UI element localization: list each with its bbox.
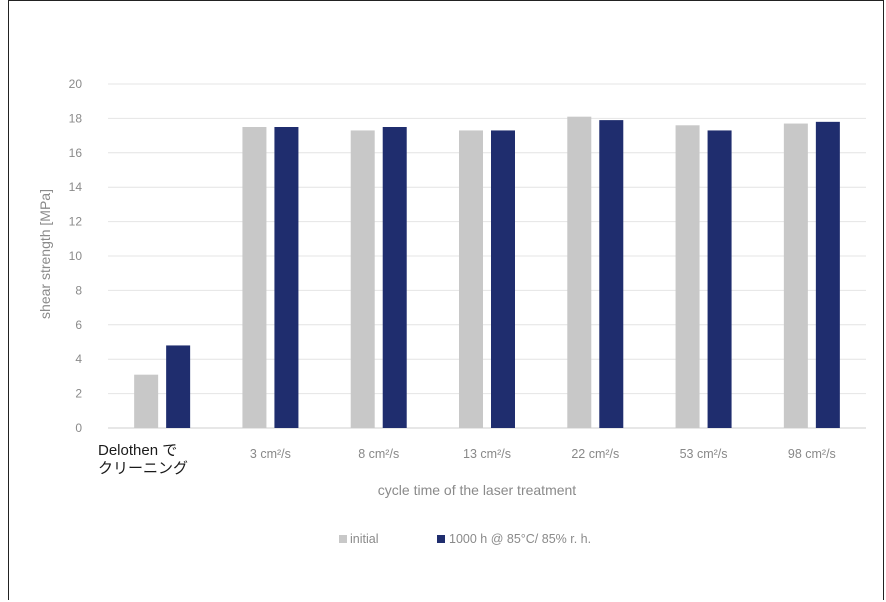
y-tick-label: 10: [69, 249, 83, 263]
y-tick-label: 12: [69, 215, 83, 229]
bar-1000h: [491, 130, 515, 428]
y-tick-label: 4: [75, 352, 82, 366]
y-tick-label: 0: [75, 421, 82, 435]
bar-initial: [242, 127, 267, 428]
x-tick-label: 3 cm²/s: [250, 447, 291, 461]
bar-initial: [567, 116, 592, 429]
legend-label-initial: initial: [350, 532, 379, 546]
y-axis-title: shear strength [MPa]: [37, 189, 53, 319]
bar-initial: [134, 374, 159, 428]
y-tick-label: 20: [69, 77, 83, 91]
x-tick-label: 53 cm²/s: [680, 447, 728, 461]
x-tick-label: Delothen でクリーニング: [98, 442, 188, 477]
chart-frame: [8, 0, 884, 600]
x-axis-title: cycle time of the laser treatment: [378, 482, 577, 498]
y-tick-label: 18: [69, 111, 83, 125]
legend-swatch-initial: [339, 535, 347, 543]
bars: [134, 116, 840, 429]
bar-initial: [783, 123, 808, 428]
bar-1000h: [382, 127, 407, 428]
y-tick-label: 14: [69, 180, 83, 194]
y-tick-label: 6: [75, 318, 82, 332]
y-tick-label: 8: [75, 283, 82, 297]
legend: initial 1000 h @ 85°C/ 85% r. h.: [339, 532, 591, 546]
gridlines: [108, 83, 866, 429]
bar-1000h: [707, 130, 732, 428]
x-tick-labels: Delothen でクリーニング 3 cm²/s 8 cm²/s 13 cm²/s 22…: [98, 442, 836, 477]
y-tick-label: 2: [75, 387, 82, 401]
y-tick-labels: 0 2 4 6 8 10 12 14 16 18 20: [69, 77, 83, 435]
bar-initial: [350, 130, 375, 428]
x-tick-label: 22 cm²/s: [571, 447, 619, 461]
legend-swatch-1000h: [437, 535, 445, 543]
bar-initial: [459, 130, 483, 428]
bar-initial: [675, 125, 700, 428]
x-tick-label: 13 cm²/s: [463, 447, 511, 461]
bar-1000h: [166, 345, 191, 428]
bar-1000h: [599, 120, 624, 429]
bar-1000h: [815, 121, 840, 428]
x-tick-label: 8 cm²/s: [358, 447, 399, 461]
legend-label-1000h: 1000 h @ 85°C/ 85% r. h.: [449, 532, 591, 546]
y-tick-label: 16: [69, 146, 83, 160]
x-tick-label: 98 cm²/s: [788, 447, 836, 461]
bar-1000h: [274, 127, 299, 428]
